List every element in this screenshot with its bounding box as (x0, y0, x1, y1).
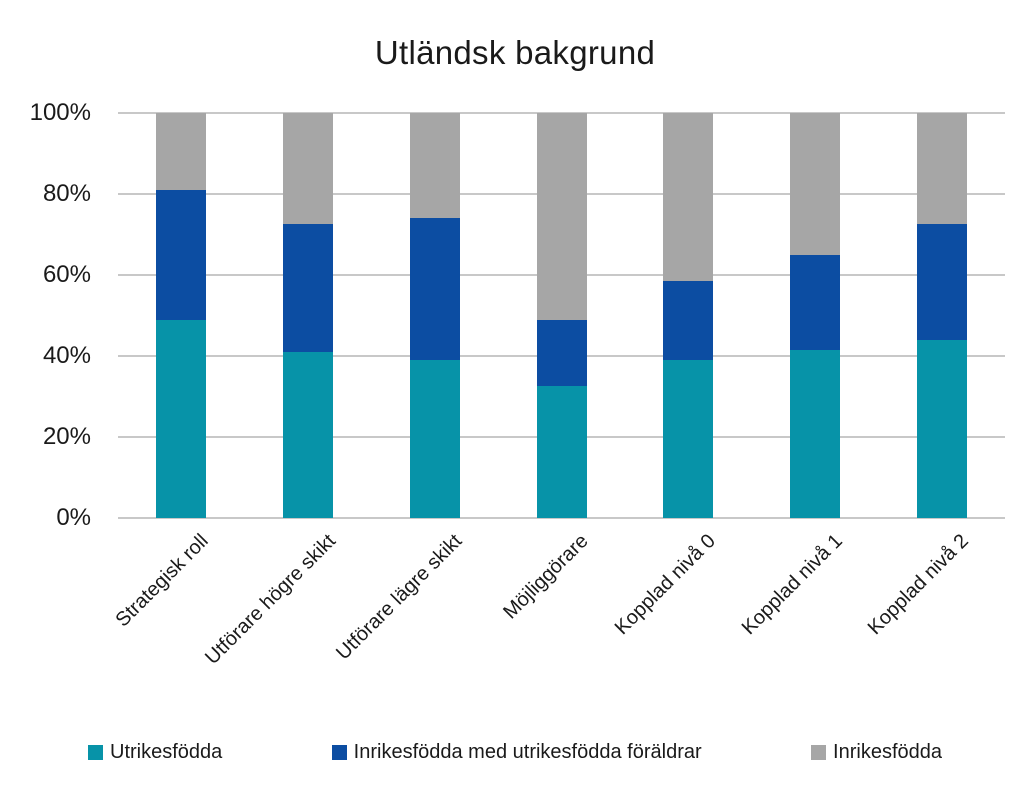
bar-segment (916, 224, 967, 340)
legend-item: Inrikesfödda (811, 742, 942, 762)
legend-item: Inrikesfödda med utrikesfödda föräldrar (331, 741, 702, 763)
x-tick-label: Kopplad nivå 1 (737, 530, 847, 640)
legend-label: Utrikesfödda (110, 741, 223, 763)
bar-segment (789, 349, 840, 518)
chart-title: Utländsk bakgrund (374, 34, 656, 71)
x-tick-label: Kopplad nivå 2 (864, 530, 974, 640)
y-tick-label: 80% (42, 180, 91, 207)
bar-segment (789, 113, 840, 255)
bar-stack (156, 113, 207, 518)
plot-area: Strategisk roll Utförare högre skikt Utför… (112, 112, 1005, 669)
bar-segment (409, 360, 460, 518)
y-tick-label: 40% (42, 342, 91, 369)
x-tick-label: Utförare högre skikt (200, 530, 340, 669)
gridline (118, 517, 1005, 519)
y-tick-label: 100% (29, 99, 91, 126)
bar-slot: Kopplad nivå 0 (611, 113, 752, 639)
x-tick-label: Strategisk roll (111, 530, 213, 632)
legend-swatch-icon (331, 744, 347, 760)
legend-item: Utrikesfödda (88, 742, 222, 762)
bar-segment (536, 113, 587, 320)
bar-segment (916, 113, 967, 225)
bar-slot: Möjliggörare (498, 113, 625, 623)
bar-segment (409, 113, 460, 219)
bar-segment (283, 351, 334, 518)
bar-stack (916, 113, 967, 518)
legend-label: Inrikesfödda med utrikesfödda föräldrar (353, 741, 702, 763)
y-axis: 0% 20% 40% 60% 80% 100% (0, 101, 103, 530)
bar-segment (283, 224, 334, 352)
bar-slot: Strategisk roll (112, 113, 245, 631)
bar-segment (536, 319, 587, 387)
legend-swatch-icon (88, 744, 103, 760)
bar-segment (663, 113, 714, 282)
bar-segment (409, 218, 460, 361)
bar-segment (283, 113, 334, 225)
gridline (118, 112, 1005, 114)
y-tick-label: 20% (42, 423, 91, 450)
legend-label: Inrikesfödda (833, 741, 942, 763)
bar-segment (536, 386, 587, 518)
bar-segment (156, 113, 207, 190)
bar-segment (916, 339, 967, 518)
bar-stack (663, 113, 714, 518)
bar-stack (536, 113, 587, 518)
bar-segment (663, 281, 714, 361)
bar-segment (663, 360, 714, 518)
bar-stack (789, 113, 840, 518)
x-tick-label: Utförare lägre skikt (332, 530, 467, 665)
bar-slot: Kopplad nivå 2 (864, 113, 1005, 639)
y-tick-label: 0% (56, 504, 91, 531)
bar-segment (156, 319, 207, 518)
bar-slot: Utförare högre skikt (201, 113, 372, 669)
bar-stack (283, 113, 334, 518)
bar-slot: Utförare lägre skikt (332, 113, 498, 664)
bar-segment (789, 254, 840, 350)
bar-stack (409, 113, 460, 518)
x-tick-label: Möjliggörare (499, 530, 594, 624)
legend-swatch-icon (811, 744, 827, 760)
bars-layer: Strategisk roll Utförare högre skikt Utför… (112, 113, 1005, 669)
bar-segment (156, 189, 207, 320)
x-tick-label: Kopplad nivå 0 (610, 530, 720, 640)
y-tick-label: 60% (42, 261, 91, 288)
legend: Utrikesfödda Inrikesfödda med utrikesfödd… (88, 740, 942, 764)
bar-slot: Kopplad nivå 1 (737, 113, 879, 639)
